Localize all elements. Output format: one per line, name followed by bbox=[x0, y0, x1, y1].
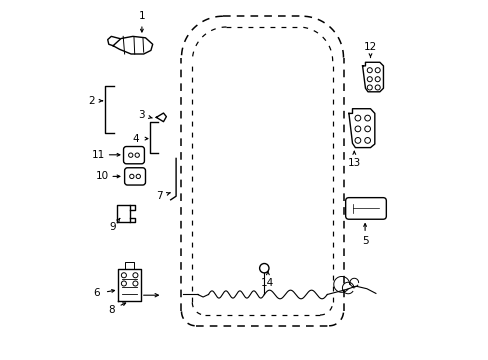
Text: 5: 5 bbox=[361, 236, 367, 246]
Text: 4: 4 bbox=[132, 134, 139, 144]
Text: 3: 3 bbox=[138, 110, 145, 120]
Text: 8: 8 bbox=[108, 305, 114, 315]
Text: 13: 13 bbox=[347, 158, 360, 168]
Text: 7: 7 bbox=[156, 191, 163, 201]
Text: 12: 12 bbox=[363, 42, 376, 52]
Text: 11: 11 bbox=[92, 150, 105, 160]
Text: 14: 14 bbox=[261, 278, 274, 288]
Text: 1: 1 bbox=[138, 11, 145, 21]
Text: 6: 6 bbox=[93, 288, 100, 298]
Text: 2: 2 bbox=[88, 96, 95, 106]
Text: 10: 10 bbox=[96, 171, 109, 181]
Text: 9: 9 bbox=[110, 222, 116, 232]
